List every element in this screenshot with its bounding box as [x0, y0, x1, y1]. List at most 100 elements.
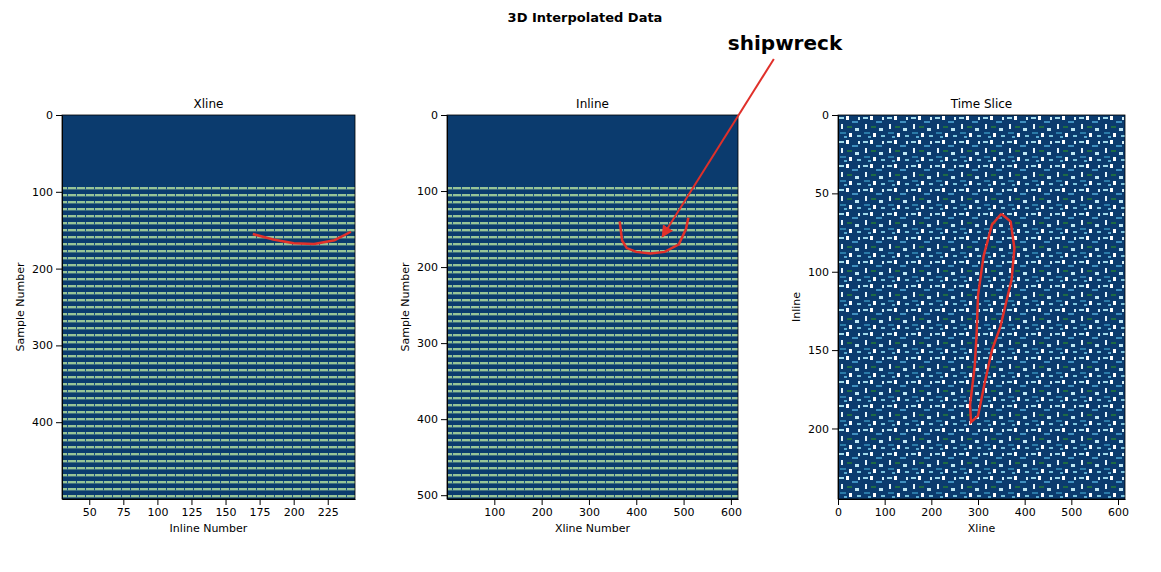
tick: 200 [284, 499, 305, 519]
tick: 600 [721, 499, 742, 519]
plot-area [447, 115, 738, 499]
tick: 500 [1061, 499, 1082, 519]
tick-label: 300 [579, 506, 600, 519]
tick-label: 150 [216, 506, 237, 519]
tick-mark [56, 269, 62, 270]
tick: 0 [431, 109, 447, 122]
tick-mark [441, 419, 447, 420]
tick: 600 [1108, 499, 1129, 519]
tick: 175 [250, 499, 271, 519]
tick: 150 [808, 344, 838, 357]
tick-label: 500 [1061, 506, 1082, 519]
tick-label: 200 [921, 506, 942, 519]
tick: 400 [417, 413, 447, 426]
tick: 100 [875, 499, 896, 519]
tick-mark [441, 495, 447, 496]
annotation: shipwreck [728, 31, 843, 55]
tick-mark [885, 499, 886, 505]
tick-label: 0 [431, 109, 438, 122]
tick-mark [832, 272, 838, 273]
tick-mark [441, 267, 447, 268]
tick: 400 [1015, 499, 1036, 519]
axis-line [839, 499, 1126, 500]
y-axis: 0 50 100 150 200 [808, 109, 839, 499]
tick-mark [684, 499, 685, 505]
tick: 0 [46, 109, 62, 122]
plot-frame [838, 115, 1125, 499]
tick-mark [1118, 499, 1119, 505]
tick-label: 400 [626, 506, 647, 519]
image-texture [447, 184, 738, 499]
plot-area [62, 115, 355, 499]
tick-label: 200 [284, 506, 305, 519]
tick-mark [441, 343, 447, 344]
tick-mark [832, 193, 838, 194]
tick: 100 [484, 499, 505, 519]
tick-label: 150 [808, 344, 829, 357]
tick: 500 [674, 499, 695, 519]
tick-mark [1071, 499, 1072, 505]
tick: 500 [417, 489, 447, 502]
tick: 100 [417, 185, 447, 198]
tick-label: 500 [417, 489, 438, 502]
tick-mark [731, 499, 732, 505]
tick: 300 [32, 339, 62, 352]
image-texture [838, 115, 1125, 499]
tick-mark [89, 499, 90, 505]
panel: 50751001251501752002250100200300400Xline… [14, 97, 356, 535]
x-axis: 100 200 300 400 500 600 [448, 499, 742, 519]
tick: 200 [532, 499, 553, 519]
tick: 200 [417, 261, 447, 274]
tick-label: 50 [83, 506, 97, 519]
tick-mark [542, 499, 543, 505]
panel-title: Time Slice [950, 97, 1012, 111]
tick-label: 400 [417, 413, 438, 426]
tick-mark [56, 345, 62, 346]
tick-mark [1025, 499, 1026, 505]
tick: 150 [216, 499, 237, 519]
tick-mark [441, 191, 447, 192]
panel: 0 100 200 300 400 500 600 0 50 100 150 200 Time Slic… [790, 97, 1129, 535]
tick: 0 [835, 499, 842, 519]
tick: 50 [815, 187, 838, 200]
figure-svg: 3D Interpolated Data50751001251501752002… [0, 0, 1161, 572]
axis-line [62, 116, 63, 500]
y-axis: 0100200300400 [32, 109, 63, 499]
tick: 200 [921, 499, 942, 519]
x-axis-title: Xline [968, 522, 996, 535]
tick: 0 [822, 109, 838, 122]
tick-label: 200 [532, 506, 553, 519]
tick-mark [157, 499, 158, 505]
tick-mark [441, 115, 447, 116]
tick: 125 [181, 499, 202, 519]
plot-area [838, 115, 1125, 499]
tick-label: 300 [32, 339, 53, 352]
tick-label: 400 [32, 416, 53, 429]
tick-mark [260, 499, 261, 505]
y-axis-title: Sample Number [14, 262, 27, 351]
tick: 50 [83, 499, 97, 519]
y-axis-title: Inline [790, 292, 803, 322]
tick-mark [191, 499, 192, 505]
tick: 100 [808, 266, 838, 279]
plot-frame [62, 115, 355, 499]
tick: 225 [318, 499, 339, 519]
tick-label: 100 [875, 506, 896, 519]
tick-label: 600 [1108, 506, 1129, 519]
tick-label: 0 [835, 506, 842, 519]
x-axis: 5075100125150175200225 [63, 499, 356, 519]
axis-line [63, 499, 356, 500]
tick-label: 0 [46, 109, 53, 122]
axis-line [447, 116, 448, 500]
tick-mark [56, 192, 62, 193]
tick-mark [56, 115, 62, 116]
tick: 100 [147, 499, 168, 519]
tick-label: 225 [318, 506, 339, 519]
tick: 300 [417, 337, 447, 350]
tick-label: 200 [808, 422, 829, 435]
tick-label: 300 [968, 506, 989, 519]
tick: 300 [579, 499, 600, 519]
tick-label: 100 [484, 506, 505, 519]
tick-label: 300 [417, 337, 438, 350]
tick: 400 [626, 499, 647, 519]
